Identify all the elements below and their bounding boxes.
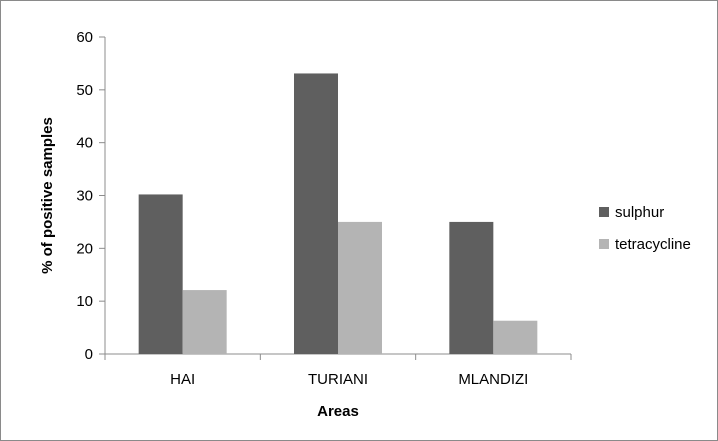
y-tick-label: 10 (76, 293, 93, 310)
legend-label-tetracycline: tetracycline (615, 236, 691, 253)
legend-swatch-sulphur (599, 207, 609, 217)
bars (138, 73, 538, 354)
x-tick-label: HAI (170, 371, 195, 388)
x-tick-label: MLANDIZI (458, 371, 528, 388)
bar-tetracycline-hai (182, 290, 227, 354)
bar-tetracycline-turiani (338, 221, 382, 354)
y-tick-label: 20 (76, 240, 93, 257)
bar-sulphur-mlandizi (449, 221, 494, 354)
bar-sulphur-hai (138, 194, 183, 354)
legend-label-sulphur: sulphur (615, 204, 664, 221)
y-tick-label: 60 (76, 29, 93, 46)
y-axis-title: % of positive samples (39, 117, 56, 274)
bar-tetracycline-mlandizi (493, 320, 538, 354)
legend: sulphur tetracycline (599, 204, 691, 253)
y-axis: 0 10 20 30 40 50 60 (76, 29, 106, 363)
y-tick-label: 50 (76, 82, 93, 99)
y-tick-label: 0 (85, 346, 93, 363)
y-tick-label: 30 (76, 188, 93, 205)
x-tick-label: TURIANI (308, 371, 368, 388)
x-axis-title: Areas (317, 403, 359, 420)
y-tick-label: 40 (76, 135, 93, 152)
x-axis: HAI TURIANI MLANDIZI (104, 353, 572, 388)
bar-sulphur-turiani (294, 73, 338, 354)
legend-swatch-tetracycline (599, 239, 609, 249)
